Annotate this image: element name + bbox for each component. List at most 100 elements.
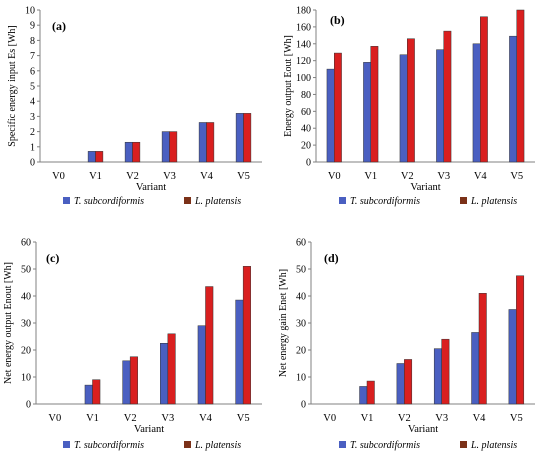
bar-series2-v3 [441, 338, 450, 405]
bar-series1-v1 [87, 151, 96, 163]
x-tick-label: V4 [474, 171, 488, 182]
x-tick-label: V3 [161, 413, 174, 424]
bar-series1-v2 [399, 54, 408, 163]
y-tick-label: 20 [301, 141, 311, 152]
y-tick-label: 50 [21, 265, 31, 276]
y-tick-label: 3 [30, 112, 35, 123]
y-tick-label: 10 [21, 373, 31, 384]
y-tick-label: 40 [296, 292, 306, 303]
bar-series1-v4 [197, 325, 206, 405]
y-axis-label: Net energy output Enout [Wh] [3, 262, 14, 384]
bar-series1-v2 [396, 363, 405, 405]
legend-swatch-1 [339, 197, 346, 204]
panel-label: (c) [46, 251, 59, 265]
chart-panel-c: 0 10 20 30 40 50 60 V0 V1 V2 V3 V4 V5 Variant Net ener… [3, 238, 262, 451]
y-axis-label: Energy output Eout [Wh] [283, 35, 294, 137]
x-tick-label: V0 [323, 413, 336, 424]
y-tick-label: 9 [30, 21, 35, 32]
bar-series1-v5 [508, 309, 517, 405]
bar-series2-v2 [129, 356, 138, 405]
x-tick-label: V1 [361, 413, 374, 424]
x-tick-label: V2 [126, 171, 139, 182]
y-tick-label: 0 [306, 158, 311, 169]
y-tick-label: 180 [296, 6, 311, 17]
y-tick-label: 0 [26, 400, 31, 411]
bar-series1-v1 [363, 62, 372, 163]
y-tick-label: 160 [296, 22, 311, 33]
legend-entry-2: L. platensis [470, 440, 517, 451]
legend-entry-2: L. platensis [194, 196, 241, 207]
legend-entry-1: T. subcordiformis [74, 440, 144, 451]
x-tick-label: V0 [328, 171, 341, 182]
x-axis-label: Variant [410, 182, 440, 193]
y-axis-label: Net energy gain Enet [Wh] [278, 269, 289, 377]
panel-label: (a) [52, 19, 66, 33]
x-axis-label: Variant [408, 424, 438, 435]
y-tick-label: 100 [296, 73, 311, 84]
x-tick-label: V5 [237, 171, 250, 182]
y-tick-label: 0 [30, 158, 35, 169]
x-tick-label: V3 [437, 171, 450, 182]
y-tick-label: 50 [296, 265, 306, 276]
bar-series1-v5 [235, 113, 244, 163]
bar-series1-v3 [436, 49, 445, 163]
x-tick-label: V2 [401, 171, 414, 182]
bar-series2-v1 [370, 46, 379, 163]
y-tick-label: 60 [21, 238, 31, 249]
legend-entry-1: T. subcordiformis [350, 196, 420, 207]
y-tick-label: 7 [30, 51, 35, 62]
x-axis-label: Variant [136, 182, 166, 193]
legend-swatch-2 [460, 441, 467, 448]
bar-series2-v5 [242, 266, 251, 405]
bar-series1-v4 [471, 332, 480, 405]
legend-swatch-1 [63, 441, 70, 448]
y-tick-label: 8 [30, 36, 35, 47]
y-tick-label: 4 [30, 97, 35, 108]
x-tick-label: V1 [86, 413, 99, 424]
bar-series1-v3 [160, 343, 169, 405]
bar-series1-v2 [122, 360, 131, 405]
x-tick-label: V3 [163, 171, 176, 182]
legend-entry-2: L. platensis [194, 440, 241, 451]
y-tick-label: 10 [296, 373, 306, 384]
y-tick-label: 1 [30, 142, 35, 153]
x-tick-label: V5 [237, 413, 250, 424]
y-tick-label: 60 [296, 238, 306, 249]
bar-series2-v5 [516, 9, 525, 163]
y-tick-label: 5 [30, 82, 35, 93]
y-tick-label: 0 [301, 400, 306, 411]
chart-panel-b: 0 20 40 60 80 100 120 140 160 180 V0 V1 V2 V3 V4 V5 Vari… [283, 6, 535, 207]
x-axis-label: Variant [134, 424, 164, 435]
legend-swatch-2 [460, 197, 467, 204]
bar-series1-v0 [326, 68, 335, 163]
x-tick-label: V2 [124, 413, 137, 424]
panel-label: (d) [324, 251, 339, 265]
bar-series2-v2 [132, 141, 141, 163]
bar-series2-v3 [167, 333, 176, 405]
x-tick-label: V4 [199, 413, 213, 424]
x-tick-label: V3 [435, 413, 448, 424]
bar-series2-v1 [92, 379, 101, 405]
y-tick-label: 20 [296, 346, 306, 357]
y-tick-label: 120 [296, 56, 311, 67]
x-tick-label: V2 [398, 413, 411, 424]
y-tick-label: 30 [21, 319, 31, 330]
chart-panel-d: 0 10 20 30 40 50 60 V0 V1 V2 V3 V4 V5 Variant Net ener… [278, 238, 535, 451]
y-tick-label: 20 [21, 346, 31, 357]
y-tick-label: 6 [30, 66, 35, 77]
bar-series2-v4 [206, 122, 215, 163]
bar-series2-v2 [407, 38, 415, 163]
x-tick-label: V0 [48, 413, 61, 424]
x-tick-label: V5 [510, 171, 523, 182]
x-tick-label: V1 [89, 171, 102, 182]
bar-series2-v5 [243, 113, 252, 163]
legend-entry-1: T. subcordiformis [350, 440, 420, 451]
legend-swatch-1 [63, 197, 70, 204]
bar-series1-v3 [433, 348, 442, 405]
bar-series2-v1 [366, 380, 375, 405]
x-tick-label: V5 [510, 413, 523, 424]
legend-swatch-1 [339, 441, 346, 448]
y-tick-label: 30 [296, 319, 306, 330]
bar-series1-v5 [235, 299, 244, 405]
